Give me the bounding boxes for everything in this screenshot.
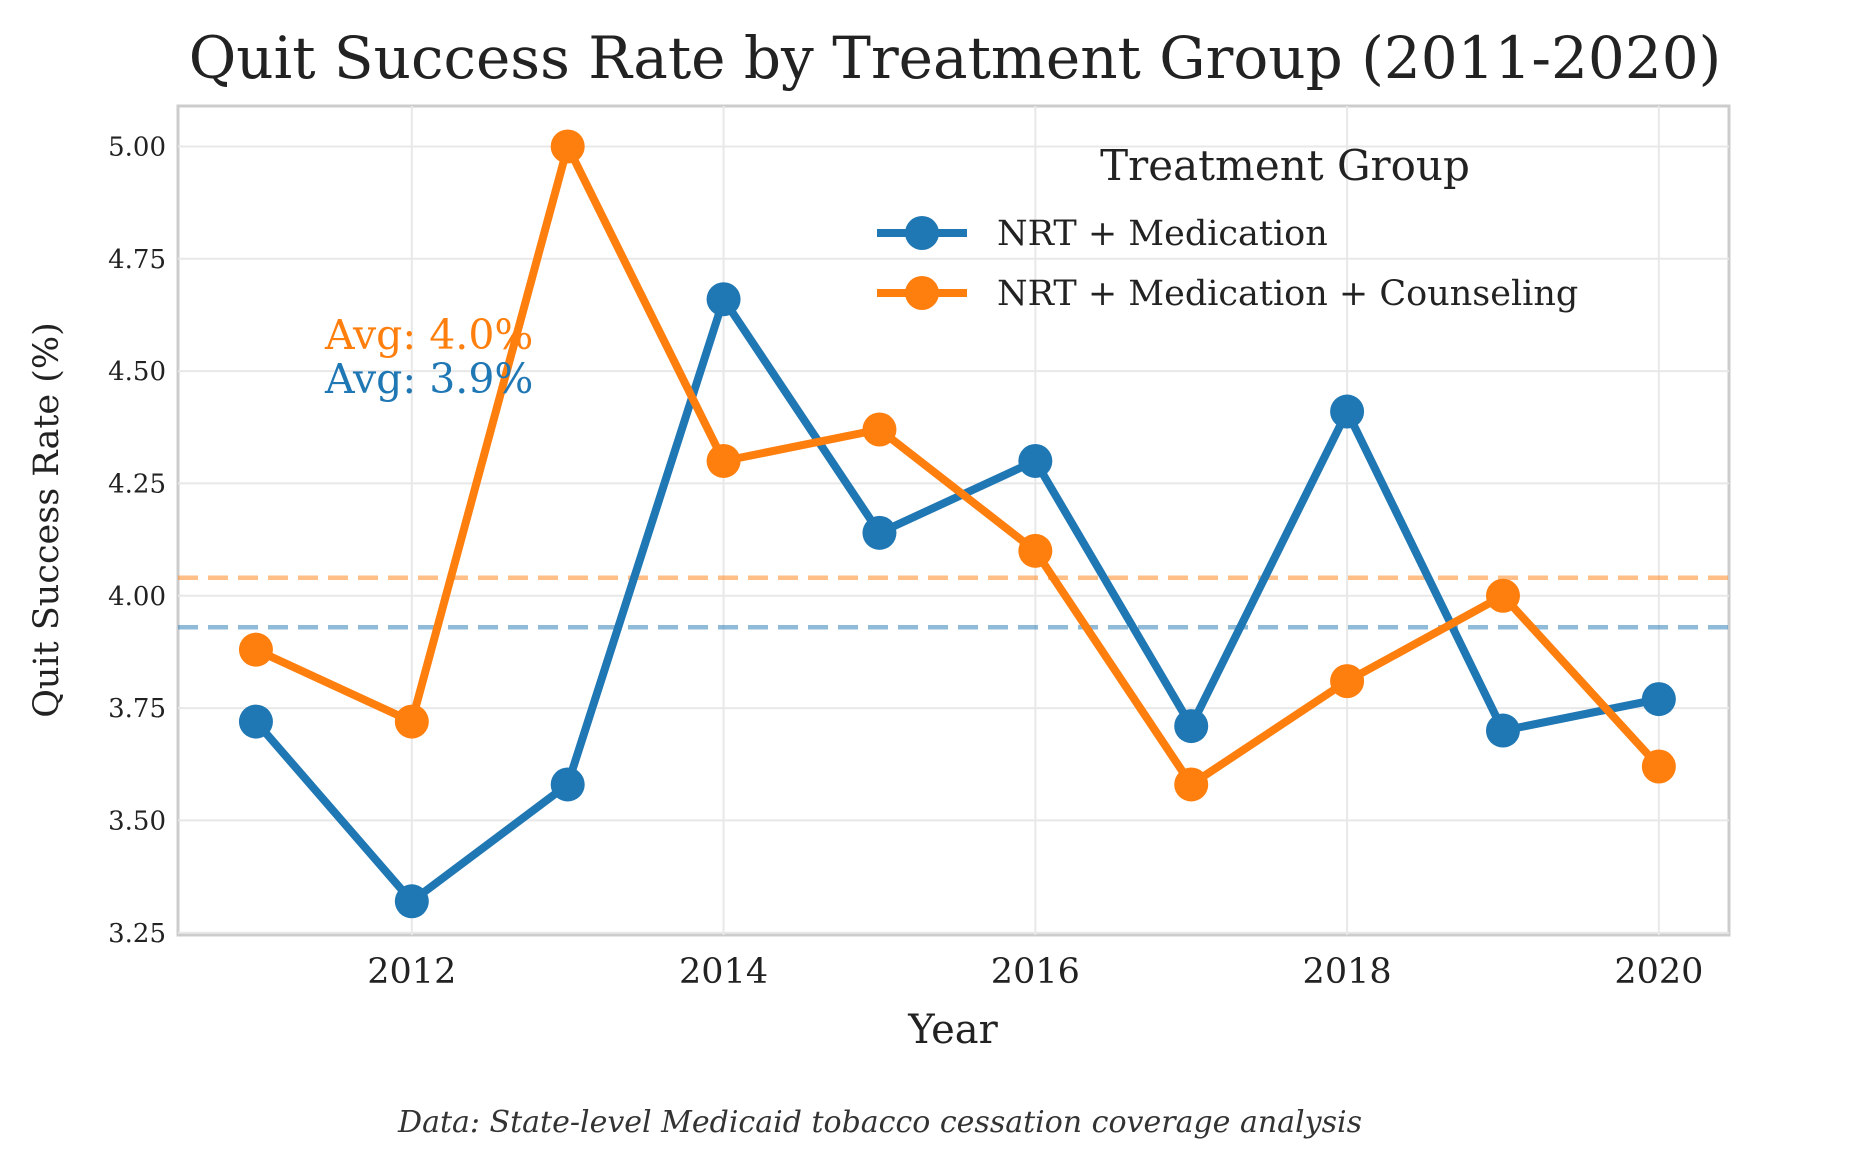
y-tick-label: 4.25 (108, 469, 166, 499)
y-tick-label: 4.75 (108, 245, 166, 275)
legend-entries: NRT + Medication NRT + Medication + Couns… (877, 214, 1578, 314)
average-labels: Avg: 3.9%Avg: 4.0% (324, 311, 533, 403)
data-point (550, 767, 585, 802)
series-line (251, 295, 1663, 906)
legend-label: NRT + Medication + Counseling (997, 274, 1578, 314)
data-point (862, 412, 897, 447)
data-point (550, 129, 585, 164)
data-point (1485, 578, 1520, 613)
y-axis-label: Quit Success Rate (%) (27, 322, 67, 718)
y-axis-ticks: 3.25 3.50 3.75 4.00 4.25 4.50 4.75 5.00 (108, 132, 166, 948)
data-point (1174, 709, 1209, 744)
x-axis-label: Year (907, 1007, 998, 1053)
x-axis-ticks: 2012 2014 2016 2018 2020 (367, 952, 1703, 992)
legend-marker (905, 216, 939, 250)
chart-title: Quit Success Rate by Treatment Group (20… (189, 24, 1722, 92)
data-point (1174, 767, 1209, 802)
data-point (706, 443, 741, 478)
data-point (862, 515, 897, 550)
x-tick-label: 2018 (1303, 952, 1392, 992)
data-source-caption: Data: State-level Medicaid tobacco cessa… (397, 1105, 1362, 1140)
series-lines (251, 142, 1663, 906)
average-label: Avg: 4.0% (324, 311, 533, 359)
x-tick-label: 2012 (367, 952, 456, 992)
data-point (238, 632, 273, 667)
data-point (394, 884, 429, 919)
legend-marker (905, 276, 939, 310)
x-tick-label: 2014 (679, 952, 768, 992)
series-markers (238, 129, 1676, 919)
data-point (706, 282, 741, 317)
data-point (1018, 533, 1053, 568)
y-tick-label: 4.50 (108, 357, 166, 387)
data-point (1330, 394, 1365, 429)
y-tick-label: 4.00 (108, 582, 166, 612)
y-tick-label: 5.00 (108, 132, 166, 162)
data-point (1641, 749, 1676, 784)
average-label: Avg: 3.9% (324, 355, 533, 403)
data-point (1018, 443, 1053, 478)
data-point (1641, 682, 1676, 717)
data-point (238, 704, 273, 739)
legend-label: NRT + Medication (997, 214, 1328, 254)
y-tick-label: 3.75 (108, 694, 166, 724)
plot-area (176, 104, 1731, 937)
series-line (251, 142, 1663, 789)
data-point (1485, 713, 1520, 748)
x-tick-label: 2020 (1614, 952, 1703, 992)
data-point (394, 704, 429, 739)
x-tick-label: 2016 (991, 952, 1080, 992)
y-tick-label: 3.50 (108, 806, 166, 836)
grid-lines (178, 106, 1729, 935)
legend-title: Treatment Group (1100, 141, 1470, 190)
y-tick-label: 3.25 (108, 919, 166, 949)
data-point (1330, 664, 1365, 699)
